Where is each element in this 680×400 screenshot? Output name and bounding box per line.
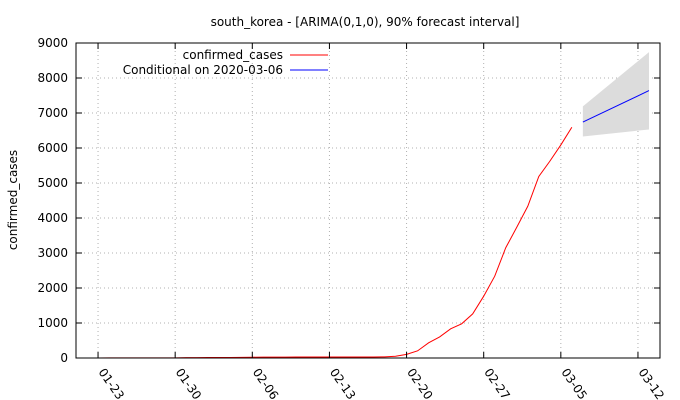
forecast-interval-band xyxy=(582,52,649,137)
legend-label: confirmed_cases xyxy=(183,48,283,62)
x-tick-label: 01-23 xyxy=(96,366,127,400)
y-tick-label: 5000 xyxy=(37,176,68,190)
y-tick-label: 9000 xyxy=(37,36,68,50)
x-tick-label: 03-12 xyxy=(636,366,667,400)
x-tick-label: 03-05 xyxy=(558,366,589,400)
series-lines xyxy=(87,90,650,359)
x-tick-label: 02-06 xyxy=(250,366,281,400)
y-tick-label: 8000 xyxy=(37,71,68,85)
y-tick-label: 7000 xyxy=(37,106,68,120)
x-tick-label: 02-20 xyxy=(404,366,435,400)
ticks: 0 1000 2000 3000 4000 5000 6000 7000 8000 9000 01-… xyxy=(37,36,667,400)
x-tick-label: 01-30 xyxy=(173,366,204,400)
chart-title: south_korea - [ARIMA(0,1,0), 90% forecas… xyxy=(211,15,520,29)
forecast-interval xyxy=(582,52,649,137)
y-tick-label: 2000 xyxy=(37,281,68,295)
y-tick-label: 1000 xyxy=(37,316,68,330)
x-tick-label: 02-13 xyxy=(327,366,358,400)
y-tick-label: 3000 xyxy=(37,246,68,260)
y-tick-label: 0 xyxy=(60,351,68,365)
legend-label: Conditional on 2020-03-06 xyxy=(123,63,283,77)
y-tick-label: 6000 xyxy=(37,141,68,155)
grid xyxy=(76,42,660,359)
plot-frame xyxy=(75,42,661,359)
forecast-line xyxy=(582,90,650,123)
y-tick-label: 4000 xyxy=(37,211,68,225)
x-tick-label: 02-27 xyxy=(481,366,512,400)
y-axis-label: confirmed_cases xyxy=(6,150,20,250)
